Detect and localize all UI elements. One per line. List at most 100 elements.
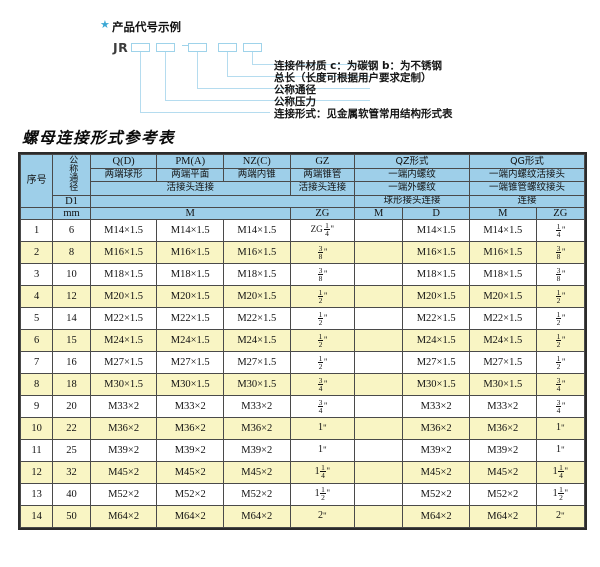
cell-qg-zg: 3 8 " <box>535 262 586 286</box>
header-group-pma-code: PM(A) <box>156 153 224 170</box>
cell-qz-d: M27×1.5 <box>402 350 470 374</box>
table-row: 3 10 M18×1.5 M18×1.5 M18×1.5 3 8 " M18×1.5 M18×1.… <box>19 262 586 286</box>
cell-qd-m: M24×1.5 <box>89 328 158 352</box>
cell-nzc-m: M52×2 <box>223 482 291 506</box>
cell-seq: 9 <box>19 394 54 418</box>
cell-qz-m <box>354 394 404 418</box>
header-row-desc2: 活接头连接 活接头连接 一端外螺纹 一端锥管螺纹接头 <box>21 181 586 196</box>
code-note-length: 总长（长度可根据用户要求定制） <box>274 72 432 84</box>
cell-qd-m: M45×2 <box>89 460 158 484</box>
cell-qd-m: M27×1.5 <box>89 350 158 374</box>
cell-seq: 2 <box>19 240 54 264</box>
cell-qz-d: M64×2 <box>402 504 470 528</box>
table-row: 14 50 M64×2 M64×2 M64×2 2 " M64×2 M64×2 2 " <box>19 504 586 528</box>
header-unit-blank <box>19 206 54 220</box>
leader-line-5-horizontal <box>140 112 270 114</box>
cell-qz-d: M16×1.5 <box>402 240 470 264</box>
cell-qz-m <box>354 504 404 528</box>
header-group-qz-code: QZ形式 <box>354 153 470 170</box>
cell-qd-m: M20×1.5 <box>89 284 158 308</box>
cell-qg-zg: 1 2 " <box>535 306 586 330</box>
header-conn-qg: 连接 <box>468 194 586 208</box>
code-note-material: 连接件材质 c：为碳钢 b：为不锈钢 <box>274 60 443 72</box>
header-group-qd-code: Q(D) <box>89 153 158 170</box>
cell-qz-m <box>354 416 404 440</box>
cell-qg-m: M27×1.5 <box>468 350 537 374</box>
cell-nzc-m: M22×1.5 <box>223 306 291 330</box>
header-group-nzc-code: NZ(C) <box>223 153 291 170</box>
header-desc-nzc: 两端内锥 <box>223 168 291 183</box>
cell-pma-m: M22×1.5 <box>156 306 224 330</box>
cell-gz-zg: 3 8 " <box>289 262 356 286</box>
code-box-2 <box>156 43 175 52</box>
cell-seq: 11 <box>19 438 54 462</box>
cell-qd-m: M22×1.5 <box>89 306 158 330</box>
cell-seq: 1 <box>19 218 54 242</box>
cell-bore: 15 <box>52 328 91 352</box>
table-row: 13 40 M52×2 M52×2 M52×2 1 1 2 " M52×2 M52×2 1 1 2 " <box>19 482 586 506</box>
cell-gz-zg: 1 2 " <box>289 350 356 374</box>
cell-qd-m: M52×2 <box>89 482 158 506</box>
cell-qg-m: M14×1.5 <box>468 218 537 242</box>
leader-line-1-horizontal <box>252 64 370 66</box>
table-row: 6 15 M24×1.5 M24×1.5 M24×1.5 1 2 " M24×1.5 M24×1.… <box>19 328 586 352</box>
cell-qz-m <box>354 284 404 308</box>
cell-qz-m <box>354 240 404 264</box>
cell-qz-m <box>354 328 404 352</box>
cell-qg-zg: 1 2 " <box>535 350 586 374</box>
cell-qg-zg: 3 8 " <box>535 240 586 264</box>
table-row: 2 8 M16×1.5 M16×1.5 M16×1.5 3 8 " M16×1.5 M16×1.5… <box>19 240 586 264</box>
cell-qz-m <box>354 438 404 462</box>
header-sub-m-qz: M <box>354 206 404 220</box>
header-conn-live: 活接头连接 <box>89 181 291 196</box>
cell-qz-d: M30×1.5 <box>402 372 470 396</box>
cell-gz-zg: 3 8 " <box>289 240 356 264</box>
cell-seq: 4 <box>19 284 54 308</box>
cell-qg-zg: 1 4 " <box>535 218 586 242</box>
table-row: 12 32 M45×2 M45×2 M45×2 1 1 4 " M45×2 M45×2 1 1 4 " <box>19 460 586 484</box>
cell-pma-m: M27×1.5 <box>156 350 224 374</box>
header-seq: 序号 <box>19 154 54 208</box>
header-row-conn: D1 球形接头连接 连接 <box>21 194 586 208</box>
table-row: 8 18 M30×1.5 M30×1.5 M30×1.5 3 4 " M30×1.5 M30×1.… <box>19 372 586 396</box>
cell-gz-zg: 1 " <box>289 416 356 440</box>
table-row: 11 25 M39×2 M39×2 M39×2 1 " M39×2 M39×2 1 " <box>19 438 586 462</box>
cell-nzc-m: M45×2 <box>223 460 291 484</box>
cell-qg-m: M16×1.5 <box>468 240 537 264</box>
cell-qz-d: M39×2 <box>402 438 470 462</box>
cell-qg-zg: 1 1 4 " <box>535 460 586 484</box>
cell-seq: 5 <box>19 306 54 330</box>
code-note-pressure: 公称压力 <box>274 96 316 108</box>
cell-qd-m: M36×2 <box>89 416 158 440</box>
cell-bore: 14 <box>52 306 91 330</box>
header-conn-qz: 球形接头连接 <box>354 194 470 208</box>
cell-qd-m: M30×1.5 <box>89 372 158 396</box>
cell-qz-m <box>354 482 404 506</box>
cell-bore: 22 <box>52 416 91 440</box>
cell-pma-m: M36×2 <box>156 416 224 440</box>
cell-nzc-m: M14×1.5 <box>223 218 291 242</box>
cell-qg-zg: 1 1 2 " <box>535 482 586 506</box>
cell-gz-zg: 2 " <box>289 504 356 528</box>
cell-qg-m: M45×2 <box>468 460 537 484</box>
cell-gz-zg: ZG 1 4 " <box>289 218 356 242</box>
leader-line-3-horizontal <box>197 88 370 90</box>
cell-qg-zg: 1 2 " <box>535 284 586 308</box>
table-title: 螺母连接形式参考表 <box>22 128 176 147</box>
cell-seq: 14 <box>19 504 54 528</box>
cell-qg-zg: 1 " <box>535 438 586 462</box>
cell-bore: 8 <box>52 240 91 264</box>
header-row-units: mm M ZG M D M ZG <box>19 206 586 220</box>
header-desc1-qg: 一端内螺纹活接头 <box>468 168 586 183</box>
cell-qd-m: M39×2 <box>89 438 158 462</box>
header-row-code: 序号 公称通径 Q(D) PM(A) NZ(C) GZ QZ形式 QG形式 <box>19 153 586 208</box>
code-box-4 <box>218 43 237 52</box>
cell-pma-m: M39×2 <box>156 438 224 462</box>
cell-bore: 40 <box>52 482 91 506</box>
cell-qd-m: M18×1.5 <box>89 262 158 286</box>
nut-connection-table-wrapper: 序号 公称通径 Q(D) PM(A) NZ(C) GZ QZ形式 QG形式 两端… <box>18 152 587 530</box>
cell-qz-m <box>354 372 404 396</box>
cell-seq: 6 <box>19 328 54 352</box>
cell-qz-m <box>354 350 404 374</box>
cell-qg-zg: 2 " <box>535 504 586 528</box>
